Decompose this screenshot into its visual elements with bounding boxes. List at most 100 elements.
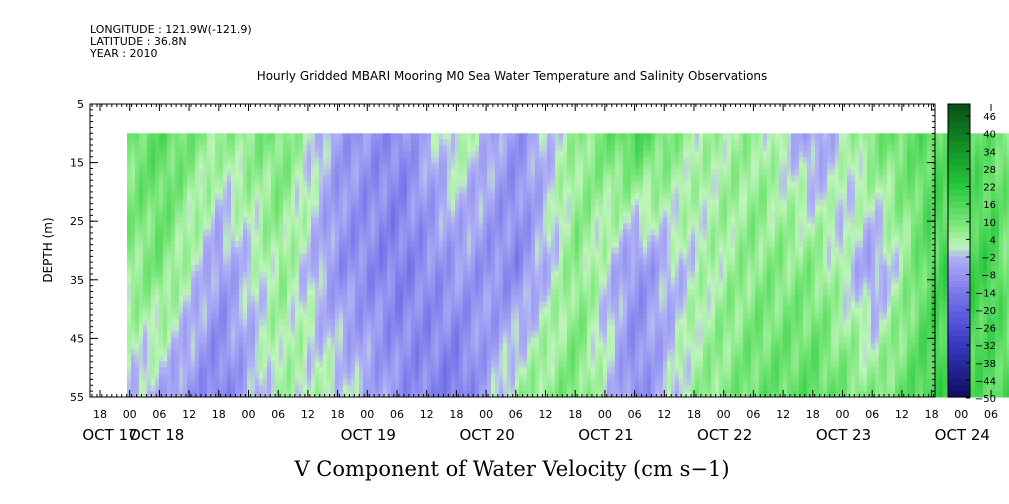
heatmap-cell xyxy=(539,301,544,308)
heatmap-cell xyxy=(363,265,368,272)
heatmap-cell xyxy=(403,349,408,356)
heatmap-cell xyxy=(315,307,320,314)
heatmap-cell xyxy=(167,307,172,314)
heatmap-cell xyxy=(375,337,380,344)
heatmap-cell xyxy=(275,265,280,272)
heatmap-cell xyxy=(227,337,232,344)
heatmap-cell xyxy=(463,229,468,236)
heatmap-cell xyxy=(299,139,304,146)
heatmap-cell xyxy=(211,163,216,170)
heatmap-cell xyxy=(407,241,412,248)
heatmap-cell xyxy=(427,193,432,200)
heatmap-cell xyxy=(395,145,400,152)
heatmap-cell xyxy=(387,361,392,368)
heatmap-cell xyxy=(143,379,148,386)
heatmap-cell xyxy=(267,373,272,380)
heatmap-cell xyxy=(519,253,524,260)
heatmap-cell xyxy=(227,211,232,218)
heatmap-cell xyxy=(459,307,464,314)
heatmap-cell xyxy=(155,253,160,260)
heatmap-cell xyxy=(559,133,564,140)
heatmap-cell xyxy=(159,367,164,374)
heatmap-cell xyxy=(275,385,280,392)
heatmap-cell xyxy=(275,373,280,380)
heatmap-cell xyxy=(567,151,572,158)
heatmap-cell xyxy=(455,301,460,308)
heatmap-cell xyxy=(267,379,272,386)
heatmap-cell xyxy=(183,247,188,254)
heatmap-cell xyxy=(415,163,420,170)
heatmap-cell xyxy=(511,169,516,176)
heatmap-cell xyxy=(411,229,416,236)
heatmap-cell xyxy=(227,271,232,278)
heatmap-cell xyxy=(183,325,188,332)
heatmap-cell xyxy=(235,133,240,140)
heatmap-cell xyxy=(575,169,580,176)
heatmap-cell xyxy=(307,277,312,284)
heatmap-cell xyxy=(491,217,496,224)
heatmap-cell xyxy=(567,355,572,362)
heatmap-cell xyxy=(147,133,152,140)
heatmap-cell xyxy=(251,211,256,218)
heatmap-cell xyxy=(287,133,292,140)
heatmap-cell xyxy=(295,193,300,200)
heatmap-cell xyxy=(555,181,560,188)
heatmap-cell xyxy=(395,289,400,296)
heatmap-cell xyxy=(155,199,160,206)
heatmap-cell xyxy=(539,361,544,368)
heatmap-cell xyxy=(535,253,540,260)
heatmap-cell xyxy=(411,205,416,212)
heatmap-cell xyxy=(159,175,164,182)
heatmap-cell xyxy=(423,229,428,236)
heatmap-cell xyxy=(519,139,524,146)
heatmap-cell xyxy=(295,331,300,338)
heatmap-cell xyxy=(567,367,572,374)
heatmap-cell xyxy=(555,193,560,200)
heatmap-cell xyxy=(171,325,176,332)
heatmap-cell xyxy=(455,151,460,158)
heatmap-cell xyxy=(315,247,320,254)
heatmap-cell xyxy=(511,337,516,344)
heatmap-cell xyxy=(527,307,532,314)
heatmap-cell xyxy=(483,277,488,284)
heatmap-cell xyxy=(467,331,472,338)
heatmap-cell xyxy=(315,193,320,200)
heatmap-cell xyxy=(395,211,400,218)
heatmap-cell xyxy=(375,265,380,272)
heatmap-cell xyxy=(383,187,388,194)
heatmap-cell xyxy=(315,163,320,170)
heatmap-cell xyxy=(527,217,532,224)
heatmap-cell xyxy=(267,223,272,230)
heatmap-cell xyxy=(407,373,412,380)
heatmap-cell xyxy=(183,193,188,200)
heatmap-cell xyxy=(487,223,492,230)
heatmap-cell xyxy=(507,241,512,248)
heatmap-cell xyxy=(447,295,452,302)
heatmap-cell xyxy=(311,265,316,272)
heatmap-cell xyxy=(207,139,212,146)
heatmap-cell xyxy=(319,235,324,242)
heatmap-cell xyxy=(459,343,464,350)
heatmap-cell xyxy=(155,307,160,314)
heatmap-cell xyxy=(147,229,152,236)
heatmap-cell xyxy=(323,145,328,152)
heatmap-cell xyxy=(275,259,280,266)
heatmap-cell xyxy=(235,229,240,236)
heatmap-cell xyxy=(243,157,248,164)
heatmap-cell xyxy=(399,295,404,302)
heatmap-cell xyxy=(311,157,316,164)
heatmap-cell xyxy=(411,145,416,152)
heatmap-cell xyxy=(351,343,356,350)
heatmap-cell xyxy=(147,385,152,392)
heatmap-cell xyxy=(315,199,320,206)
heatmap-cell xyxy=(419,265,424,272)
heatmap-cell xyxy=(135,307,140,314)
heatmap-cell xyxy=(519,301,524,308)
heatmap-cell xyxy=(131,229,136,236)
heatmap-cell xyxy=(275,169,280,176)
heatmap-cell xyxy=(371,253,376,260)
heatmap-cell xyxy=(171,205,176,212)
heatmap-cell xyxy=(259,289,264,296)
heatmap-cell xyxy=(403,283,408,290)
heatmap-cell xyxy=(267,175,272,182)
